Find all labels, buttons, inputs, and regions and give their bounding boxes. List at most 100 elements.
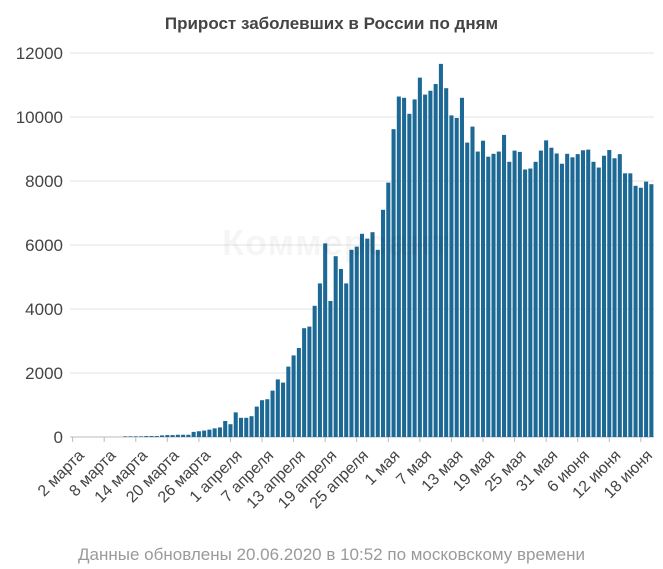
bar[interactable]	[523, 169, 528, 438]
bar[interactable]	[628, 173, 633, 437]
bar[interactable]	[454, 117, 459, 438]
bar[interactable]	[586, 149, 591, 437]
bar[interactable]	[459, 97, 464, 438]
bar[interactable]	[196, 431, 201, 437]
bar[interactable]	[354, 246, 359, 437]
bar[interactable]	[381, 209, 386, 437]
bar[interactable]	[423, 94, 428, 437]
bar[interactable]	[149, 436, 154, 437]
bar[interactable]	[186, 434, 191, 437]
bar[interactable]	[233, 412, 238, 437]
bar[interactable]	[528, 168, 533, 437]
bar[interactable]	[123, 436, 128, 437]
bar[interactable]	[491, 153, 496, 438]
bar[interactable]	[475, 151, 480, 437]
bar[interactable]	[133, 436, 138, 437]
bar[interactable]	[617, 154, 622, 437]
bar[interactable]	[370, 232, 375, 437]
bar[interactable]	[633, 185, 638, 437]
bar[interactable]	[349, 249, 354, 437]
bar[interactable]	[580, 150, 585, 437]
bar[interactable]	[328, 301, 333, 437]
bar[interactable]	[601, 155, 607, 437]
bar[interactable]	[181, 434, 186, 437]
bar[interactable]	[207, 429, 212, 437]
bar[interactable]	[596, 167, 601, 437]
bar[interactable]	[386, 182, 391, 437]
bar[interactable]	[559, 163, 564, 437]
bar[interactable]	[312, 305, 317, 437]
bar[interactable]	[417, 77, 422, 437]
bar[interactable]	[144, 436, 149, 437]
bar[interactable]	[607, 149, 612, 437]
bar[interactable]	[444, 88, 449, 437]
bar[interactable]	[281, 382, 286, 437]
bar[interactable]	[202, 430, 207, 437]
bar[interactable]	[175, 434, 180, 437]
bar[interactable]	[538, 150, 543, 437]
bar[interactable]	[359, 233, 365, 437]
bar[interactable]	[438, 63, 443, 437]
bar[interactable]	[396, 96, 401, 438]
bar[interactable]	[238, 417, 244, 437]
bar[interactable]	[217, 427, 222, 437]
bar[interactable]	[470, 126, 475, 437]
bar[interactable]	[160, 435, 165, 437]
bar[interactable]	[375, 249, 380, 437]
bar[interactable]	[323, 243, 328, 437]
bar[interactable]	[465, 142, 470, 437]
bar[interactable]	[402, 97, 407, 438]
bar[interactable]	[275, 379, 280, 437]
bar[interactable]	[260, 400, 265, 437]
bar[interactable]	[496, 151, 501, 437]
bar[interactable]	[507, 161, 512, 438]
bar[interactable]	[139, 436, 144, 437]
bar[interactable]	[254, 406, 259, 437]
bar[interactable]	[265, 399, 270, 437]
bar[interactable]	[365, 238, 370, 437]
bar[interactable]	[302, 328, 307, 437]
bar[interactable]	[338, 269, 343, 437]
bar[interactable]	[344, 283, 349, 437]
bar[interactable]	[623, 173, 628, 437]
bar[interactable]	[549, 147, 554, 437]
bar[interactable]	[649, 184, 654, 437]
bar[interactable]	[433, 84, 438, 437]
bar[interactable]	[212, 428, 217, 437]
bar[interactable]	[512, 150, 517, 437]
bar[interactable]	[154, 436, 159, 437]
bar[interactable]	[412, 99, 417, 438]
bar[interactable]	[270, 390, 275, 437]
bar[interactable]	[128, 436, 133, 437]
bar[interactable]	[533, 161, 538, 438]
bar[interactable]	[228, 424, 233, 437]
bar[interactable]	[391, 129, 396, 437]
bar[interactable]	[544, 140, 549, 438]
bar[interactable]	[191, 431, 196, 437]
bar[interactable]	[554, 153, 559, 438]
bar[interactable]	[565, 153, 570, 438]
bar[interactable]	[244, 417, 249, 437]
bar[interactable]	[165, 435, 170, 437]
bar[interactable]	[223, 421, 228, 437]
bar[interactable]	[249, 416, 254, 437]
bar[interactable]	[480, 140, 486, 437]
bar[interactable]	[638, 187, 643, 437]
bar[interactable]	[570, 157, 575, 437]
bar[interactable]	[428, 90, 433, 437]
bar[interactable]	[591, 161, 596, 438]
bar[interactable]	[286, 366, 291, 437]
bar[interactable]	[296, 348, 301, 437]
bar[interactable]	[407, 113, 412, 438]
bar[interactable]	[449, 115, 454, 438]
bar[interactable]	[644, 181, 649, 437]
bar[interactable]	[333, 256, 338, 437]
bar[interactable]	[317, 283, 322, 437]
bar[interactable]	[575, 154, 580, 437]
bar[interactable]	[517, 151, 522, 437]
bar[interactable]	[612, 158, 617, 437]
bar[interactable]	[502, 134, 507, 438]
bar[interactable]	[307, 326, 312, 437]
bar[interactable]	[486, 156, 491, 437]
bar[interactable]	[291, 355, 296, 437]
